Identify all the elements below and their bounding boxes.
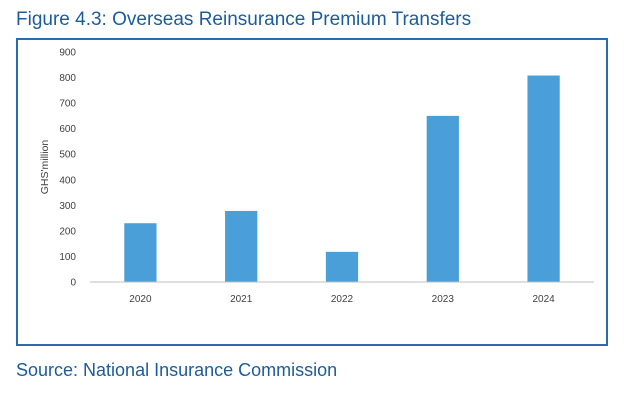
x-tick-label: 2022 bbox=[331, 294, 354, 305]
x-tick-label: 2020 bbox=[129, 294, 152, 305]
y-tick-label: 500 bbox=[59, 150, 76, 161]
figure-title: Figure 4.3: Overseas Reinsurance Premium… bbox=[16, 9, 472, 30]
y-axis-ticks: 0 100 200 300 400 500 600 700 800 900 bbox=[59, 48, 76, 289]
bar-2023 bbox=[426, 115, 459, 282]
y-tick-label: 400 bbox=[59, 175, 76, 186]
bar-2024 bbox=[527, 75, 560, 282]
y-tick-label: 100 bbox=[59, 252, 76, 263]
y-tick-label: 900 bbox=[59, 48, 76, 59]
bar-2020 bbox=[124, 223, 157, 282]
bars bbox=[124, 75, 560, 282]
y-tick-label: 200 bbox=[59, 226, 76, 237]
bar-2021 bbox=[225, 210, 258, 282]
x-tick-label: 2021 bbox=[230, 294, 253, 305]
y-tick-label: 700 bbox=[59, 99, 76, 110]
x-axis-ticks: 2020 2021 2022 2023 2024 bbox=[129, 294, 555, 305]
y-tick-label: 600 bbox=[59, 124, 76, 135]
y-tick-label: 0 bbox=[70, 278, 76, 289]
y-tick-label: 800 bbox=[59, 73, 76, 84]
x-tick-label: 2024 bbox=[532, 294, 555, 305]
chart-frame: 0 100 200 300 400 500 600 700 800 900 2020 2021 202… bbox=[16, 38, 608, 346]
y-axis-title: GHS'million bbox=[39, 140, 51, 195]
x-tick-label: 2023 bbox=[432, 294, 455, 305]
bar-2022 bbox=[325, 251, 359, 282]
source-note: Source: National Insurance Commission bbox=[16, 360, 338, 380]
y-tick-label: 300 bbox=[59, 201, 76, 212]
